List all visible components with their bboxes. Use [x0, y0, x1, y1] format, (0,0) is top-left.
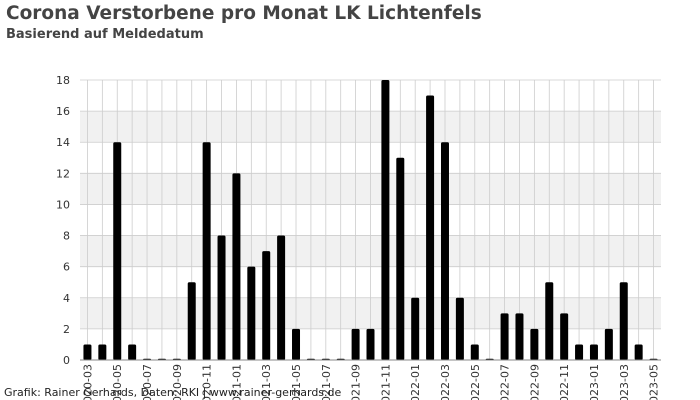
bar-2021-09 [351, 328, 360, 360]
bar-2020-12 [217, 235, 226, 360]
bar-2020-11 [202, 142, 211, 360]
bar-2020-06 [128, 344, 137, 360]
y-tick-label: 8 [63, 230, 70, 243]
bar-2021-03 [262, 251, 271, 360]
y-tick-label: 0 [63, 354, 70, 367]
bar-2020-05 [113, 142, 122, 360]
x-tick-label: 2023-01 [588, 364, 601, 400]
bar-2021-11 [381, 80, 390, 360]
bar-2021-10 [366, 328, 375, 360]
y-tick-label: 4 [63, 292, 70, 305]
chart-title: Corona Verstorbene pro Monat LK Lichtenf… [6, 3, 482, 24]
y-tick-label: 12 [56, 167, 70, 180]
y-tick-label: 6 [63, 261, 70, 274]
chart-subtitle: Basierend auf Meldedatum [6, 27, 204, 42]
y-tick-label: 2 [63, 323, 70, 336]
x-tick-label: 2021-05 [290, 364, 303, 400]
bar-2021-12 [396, 157, 405, 360]
bar-2021-05 [292, 328, 301, 360]
source-credit: Grafik: Rainer Gerhards, Daten: RKI | ww… [4, 386, 342, 399]
x-tick-label: 2022-05 [469, 364, 482, 400]
y-tick-label: 18 [56, 74, 70, 87]
bar-2020-03 [83, 344, 92, 360]
bar-2022-08 [515, 313, 524, 360]
bar-2021-02 [247, 266, 256, 360]
bar-2021-04 [277, 235, 286, 360]
bar-2023-01 [589, 344, 598, 360]
x-tick-label: 2020-03 [81, 364, 94, 400]
x-tick-label: 2022-03 [439, 364, 452, 400]
x-tick-label: 2022-01 [409, 364, 422, 400]
bar-2022-07 [500, 313, 509, 360]
bar-2023-04 [634, 344, 643, 360]
x-tick-label: 2022-11 [558, 364, 571, 400]
x-tick-label: 2023-05 [648, 364, 661, 400]
x-tick-label: 2022-07 [499, 364, 512, 400]
x-tick-label: 2022-09 [528, 364, 541, 400]
bar-2020-04 [98, 344, 107, 360]
x-tick-label: 2021-07 [320, 364, 333, 400]
y-tick-label: 10 [56, 198, 70, 211]
bar-2021-01 [232, 173, 241, 360]
bar-2022-10 [545, 282, 554, 360]
bar-2022-11 [560, 313, 569, 360]
bar-2023-02 [604, 328, 613, 360]
bar-2022-09 [530, 328, 539, 360]
x-tick-label: 2021-11 [379, 364, 392, 400]
x-tick-label: 2021-03 [260, 364, 273, 400]
bar-2022-01 [411, 297, 420, 360]
x-tick-label: 2021-01 [230, 364, 243, 400]
bar-2022-05 [470, 344, 479, 360]
x-tick-label: 2020-09 [171, 364, 184, 400]
x-tick-label: 2020-05 [111, 364, 124, 400]
y-tick-label: 14 [56, 136, 70, 149]
bar-2022-02 [426, 95, 435, 361]
bar-2020-10 [187, 282, 196, 360]
bar-2023-03 [619, 282, 628, 360]
x-tick-label: 2023-03 [618, 364, 631, 400]
bar-2022-12 [575, 344, 584, 360]
x-tick-label: 2020-07 [141, 364, 154, 400]
y-tick-label: 16 [56, 105, 70, 118]
x-tick-label: 2021-09 [350, 364, 363, 400]
x-tick-label: 2020-11 [201, 364, 214, 400]
bar-2022-03 [440, 142, 449, 360]
bar-2022-04 [455, 297, 464, 360]
